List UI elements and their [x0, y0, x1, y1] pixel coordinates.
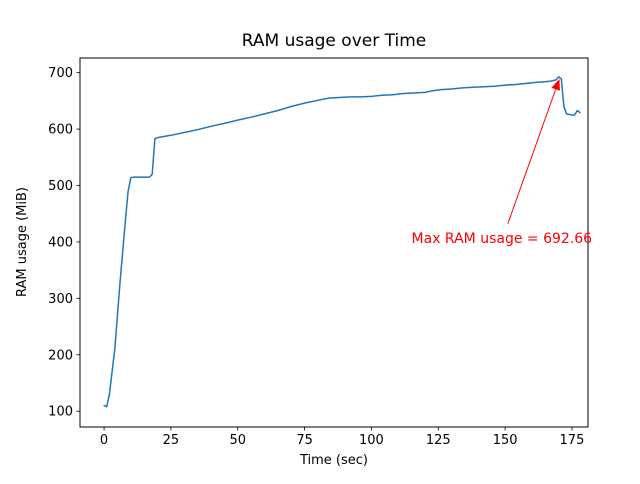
annotation-arrow-head: [551, 78, 560, 91]
y-tick-label: 600: [48, 123, 73, 138]
y-tick-label: 200: [48, 348, 73, 363]
max-ram-annotation: Max RAM usage = 692.66: [412, 78, 593, 247]
y-tick-label: 100: [48, 405, 73, 420]
x-tick-label: 0: [100, 433, 108, 448]
x-ticks: 0 25 50 75 100 125 150 175: [100, 427, 584, 448]
annotation-text: Max RAM usage = 692.66: [412, 231, 593, 247]
y-tick-label: 300: [48, 292, 73, 307]
x-tick-label: 50: [229, 433, 246, 448]
x-tick-label: 100: [359, 433, 384, 448]
y-ticks: 100 200 300 400 500 600 700: [48, 66, 80, 420]
y-axis-label: RAM usage (MiB): [15, 187, 30, 297]
ram-usage-line: [103, 76, 581, 408]
y-tick-label: 500: [48, 179, 73, 194]
x-tick-label: 150: [493, 433, 518, 448]
y-tick-label: 400: [48, 235, 73, 250]
x-axis-label: Time (sec): [299, 453, 368, 468]
x-tick-label: 25: [163, 433, 180, 448]
x-tick-label: 75: [296, 433, 313, 448]
chart-title: RAM usage over Time: [242, 31, 426, 51]
plot-frame: [79, 57, 589, 428]
annotation-arrow-line: [507, 89, 557, 225]
x-tick-label: 125: [426, 433, 451, 448]
y-tick-label: 700: [48, 66, 73, 81]
plot-area: 0 25 50 75 100 125 150 175 100 200 300 400 500 600 70…: [48, 57, 593, 448]
x-tick-label: 175: [560, 433, 585, 448]
